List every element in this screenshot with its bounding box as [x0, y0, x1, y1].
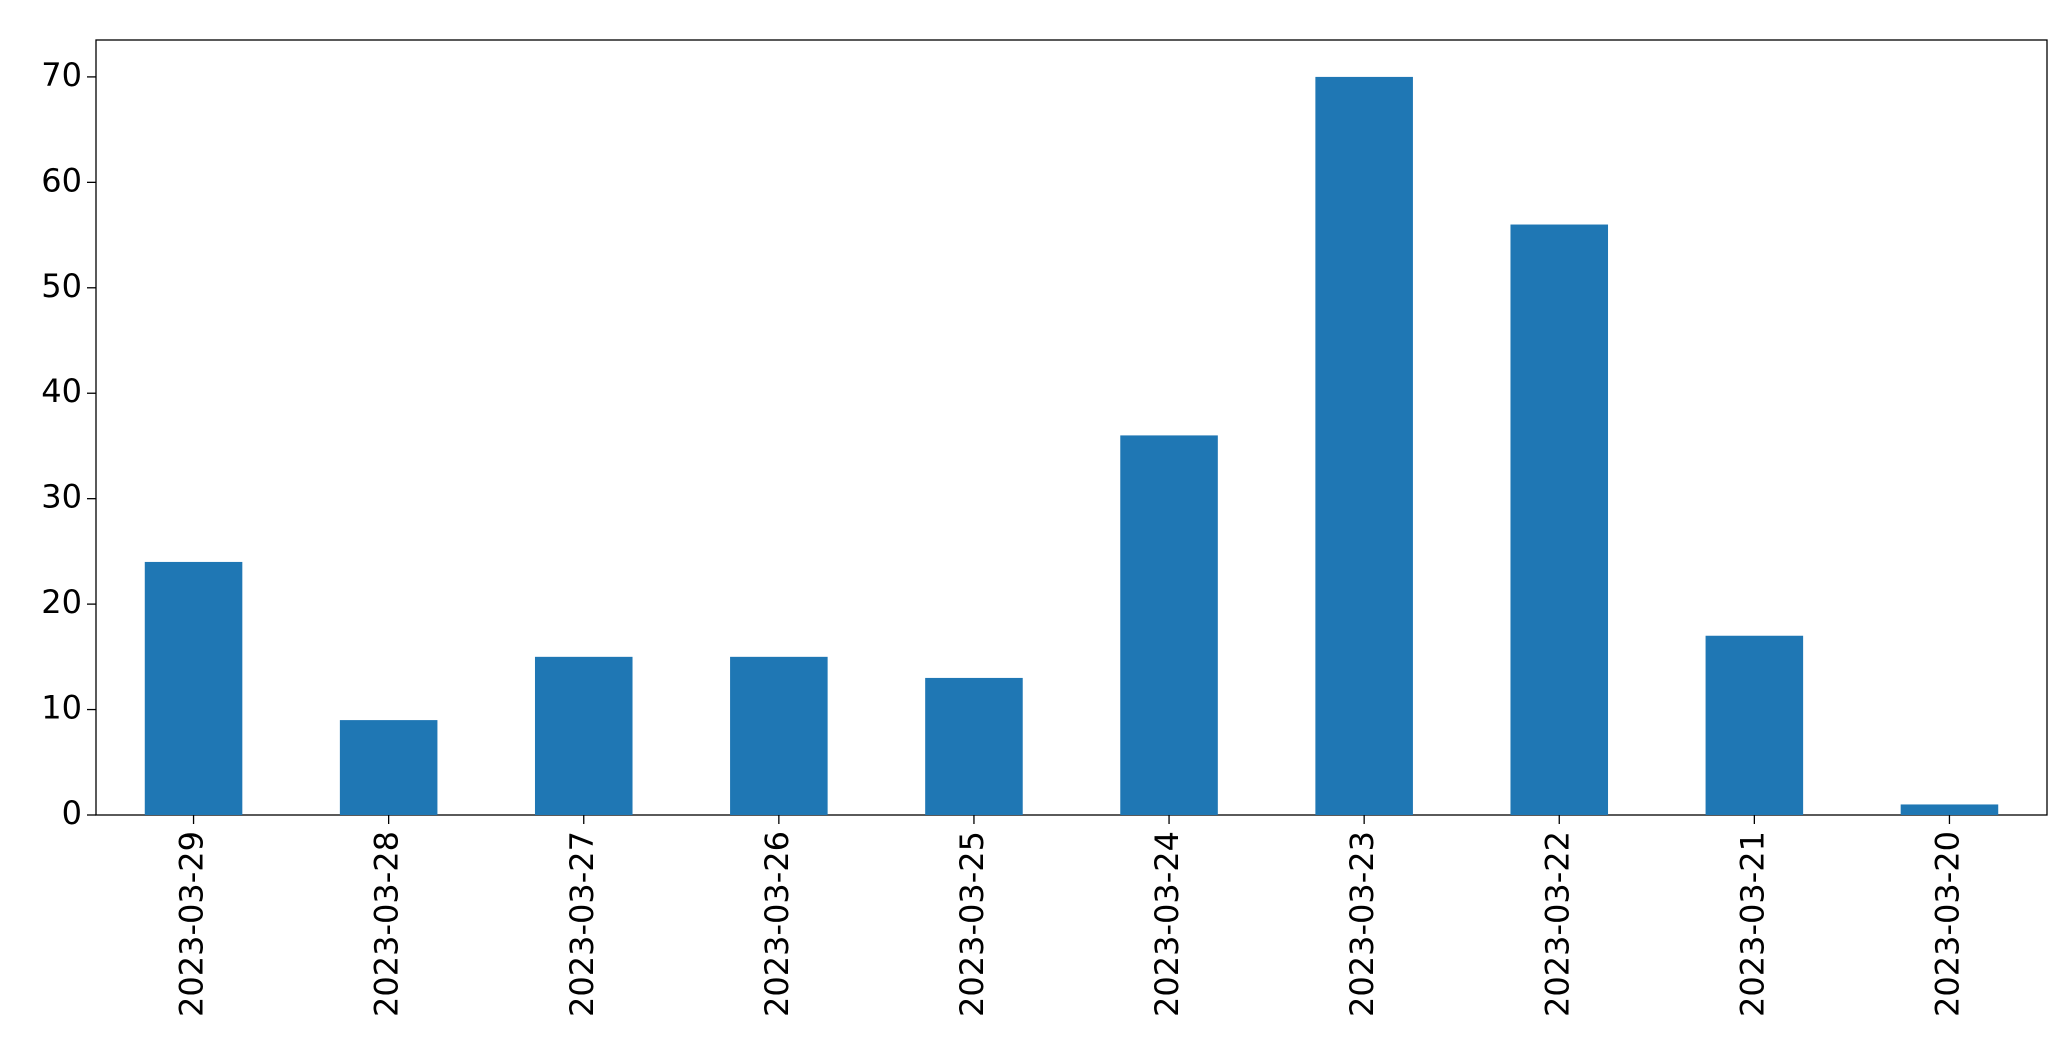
x-tick-label: 2023-03-24 — [1148, 831, 1186, 1017]
x-tick-label: 2023-03-28 — [368, 831, 406, 1017]
x-tick-label: 2023-03-20 — [1928, 831, 1966, 1017]
bar — [144, 561, 243, 815]
bar — [1315, 76, 1413, 815]
bar — [1900, 804, 1999, 815]
bar — [730, 656, 828, 815]
bar — [1120, 435, 1218, 815]
bar — [339, 720, 438, 815]
y-tick-label: 0 — [62, 794, 82, 832]
x-tick-label: 2023-03-23 — [1343, 831, 1381, 1017]
x-tick-label: 2023-03-21 — [1733, 831, 1771, 1017]
x-tick-label: 2023-03-25 — [953, 831, 991, 1017]
bar — [925, 677, 1023, 815]
y-tick-label: 50 — [41, 267, 82, 305]
y-tick-label: 40 — [41, 372, 82, 410]
y-tick-label: 20 — [41, 583, 82, 621]
x-tick-label: 2023-03-29 — [173, 831, 211, 1017]
y-tick-label: 70 — [41, 56, 82, 94]
bar — [1705, 635, 1804, 815]
x-tick-label: 2023-03-26 — [758, 831, 796, 1017]
y-tick-label: 60 — [41, 161, 82, 199]
x-tick-label: 2023-03-27 — [563, 831, 601, 1017]
plot-frame — [95, 39, 2048, 816]
bar — [534, 656, 633, 815]
x-tick-label: 2023-03-22 — [1538, 831, 1576, 1017]
y-tick-label: 30 — [41, 478, 82, 516]
y-tick-label: 10 — [41, 689, 82, 727]
bar — [1510, 224, 1609, 815]
